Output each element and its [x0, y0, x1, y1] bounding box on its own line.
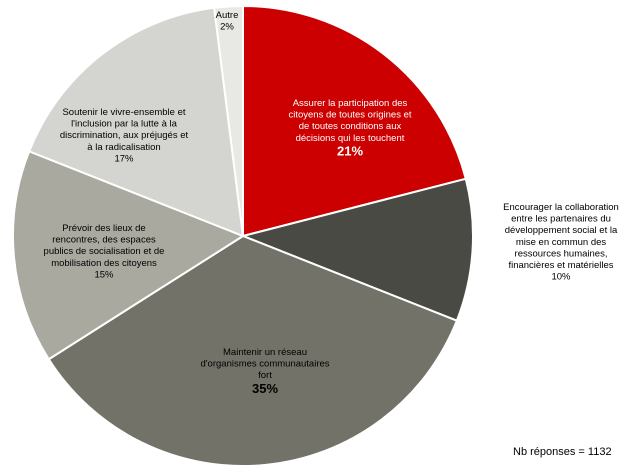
- slice-percent: 35%: [252, 381, 278, 396]
- slice-percent: 15%: [94, 269, 114, 280]
- slice-percent: 21%: [337, 143, 363, 158]
- pie-slice: [213, 4, 244, 237]
- responses-count: Nb réponses = 1132: [513, 446, 612, 458]
- slice-percent: 10%: [551, 272, 571, 283]
- slice-label-autre: Autre 2%: [216, 10, 239, 33]
- slice-label-lieux: Prévoir des lieux de rencontres, des espa…: [44, 223, 165, 280]
- pie-labels: Assurer la participation des citoyens de …: [44, 10, 619, 396]
- slice-label-vivre-ensemble: Soutenir le vivre-ensemble et l'inclusion…: [60, 107, 189, 164]
- pie-slice: [239, 177, 474, 322]
- pie-slice: [12, 150, 246, 361]
- pie-slice: [27, 6, 245, 238]
- slice-label-collaboration: Encourager la collaboration entre les par…: [503, 202, 619, 283]
- slice-label-reseau: Maintenir un réseau d'organismes communau…: [200, 347, 329, 396]
- slice-percent: 17%: [114, 153, 134, 164]
- pie-slice: [47, 234, 459, 467]
- pie-slice: [242, 4, 467, 238]
- slice-percent: 2%: [220, 22, 234, 33]
- slice-label-participation: Assurer la participation des citoyens de …: [288, 98, 411, 158]
- pie-slices: [12, 4, 474, 467]
